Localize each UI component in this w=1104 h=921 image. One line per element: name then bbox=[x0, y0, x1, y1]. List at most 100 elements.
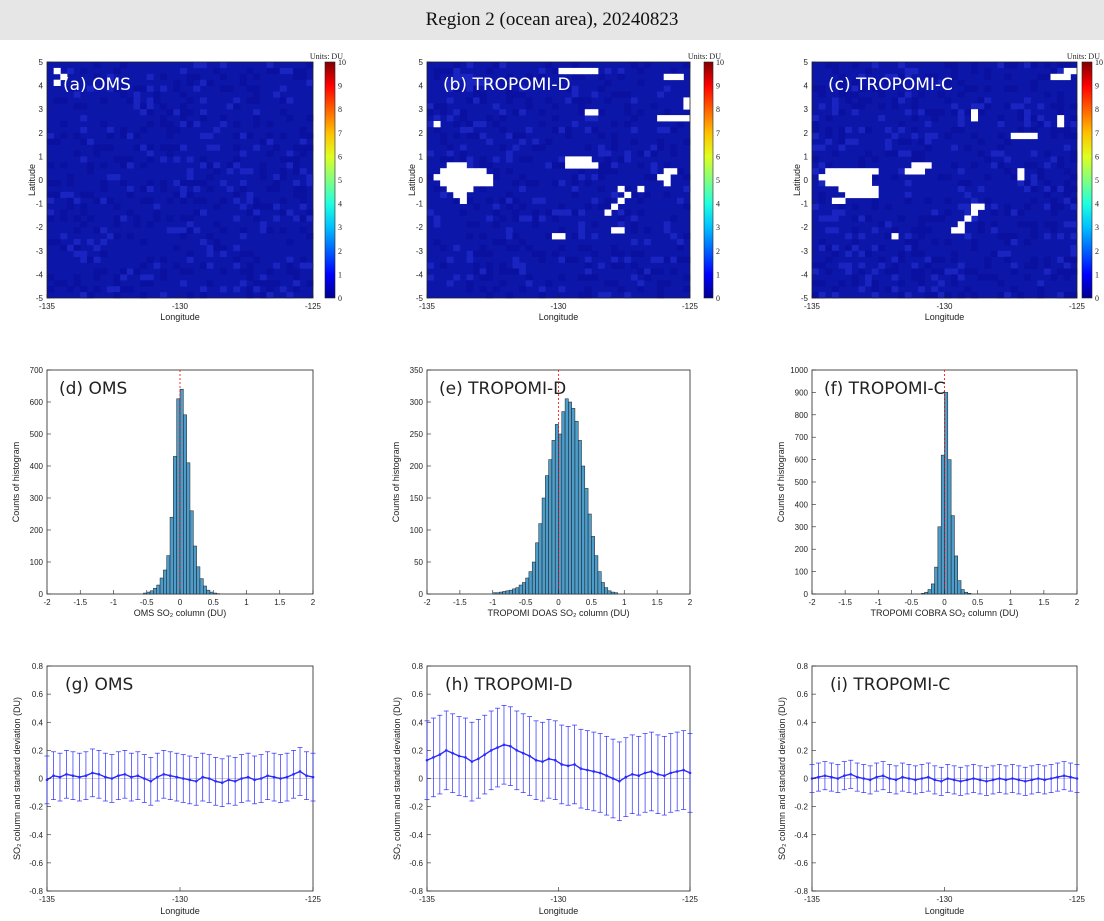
map-pixel bbox=[858, 73, 866, 80]
map-pixel bbox=[133, 103, 141, 110]
map-pixel bbox=[584, 274, 592, 281]
map-pixel bbox=[219, 250, 227, 257]
map-pixel bbox=[1057, 268, 1065, 275]
map-pixel bbox=[650, 162, 658, 169]
map-pixel bbox=[904, 197, 912, 204]
mean-point bbox=[220, 781, 224, 785]
map-pixel bbox=[186, 156, 194, 163]
map-pixel bbox=[286, 292, 294, 299]
map-pixel bbox=[453, 121, 461, 128]
map-pixel bbox=[140, 274, 148, 281]
histogram-bar bbox=[577, 440, 582, 595]
map-pixel bbox=[545, 138, 553, 145]
y-tick-label: 2 bbox=[39, 129, 44, 138]
map-pixel bbox=[951, 250, 959, 257]
x-tick-label: -125 bbox=[682, 895, 699, 904]
map-pixel bbox=[479, 274, 487, 281]
map-pixel bbox=[253, 144, 261, 151]
map-pixel bbox=[186, 191, 194, 198]
map-pixel bbox=[120, 215, 128, 222]
map-pixel bbox=[199, 180, 207, 187]
missing-data-cell bbox=[851, 168, 859, 175]
missing-data-cell bbox=[831, 180, 839, 187]
map-pixel bbox=[512, 79, 520, 86]
map-pixel bbox=[459, 156, 467, 163]
map-pixel bbox=[884, 73, 892, 80]
map-pixel bbox=[825, 115, 833, 122]
map-pixel bbox=[898, 121, 906, 128]
map-pixel bbox=[299, 150, 307, 157]
histogram-bar bbox=[545, 475, 549, 595]
map-pixel bbox=[937, 109, 945, 116]
histogram-bar bbox=[502, 591, 507, 595]
map-pixel bbox=[140, 126, 148, 134]
map-pixel bbox=[466, 274, 474, 281]
map-pixel bbox=[611, 244, 618, 252]
map-pixel bbox=[663, 162, 671, 169]
map-pixel bbox=[219, 62, 227, 69]
map-pixel bbox=[1024, 262, 1031, 269]
map-pixel bbox=[891, 73, 899, 80]
map-pixel bbox=[93, 144, 101, 151]
map-pixel bbox=[1043, 91, 1051, 98]
map-pixel bbox=[466, 126, 474, 134]
map-pixel bbox=[293, 191, 300, 198]
y-tick-label: 0.4 bbox=[412, 718, 424, 727]
map-pixel bbox=[990, 162, 998, 169]
map-pixel bbox=[1037, 103, 1045, 110]
map-pixel bbox=[47, 138, 54, 145]
missing-data-cell bbox=[1010, 132, 1018, 140]
y-tick-label: -0.8 bbox=[29, 887, 43, 896]
map-pixel bbox=[977, 150, 985, 157]
mean-point bbox=[907, 777, 911, 780]
map-pixel bbox=[924, 109, 932, 116]
mean-point bbox=[669, 771, 673, 775]
mean-point bbox=[227, 778, 230, 782]
missing-data-cell bbox=[957, 221, 965, 228]
map-pixel bbox=[1030, 162, 1038, 169]
map-pixel bbox=[997, 250, 1005, 257]
map-pixel bbox=[293, 280, 300, 287]
missing-data-cell bbox=[663, 168, 671, 175]
map-pixel bbox=[643, 239, 651, 246]
map-pixel bbox=[206, 185, 214, 193]
colorbar-tick-label: 2 bbox=[716, 247, 720, 256]
map-pixel bbox=[611, 132, 618, 139]
map-pixel bbox=[931, 286, 939, 293]
x-tick-label: 1.5 bbox=[1038, 598, 1050, 607]
mean-point bbox=[521, 751, 525, 755]
map-pixel bbox=[858, 250, 866, 257]
colorbar-tick-label: 9 bbox=[716, 82, 720, 91]
map-pixel bbox=[492, 221, 500, 228]
mean-point bbox=[611, 777, 615, 780]
y-tick-label: -1 bbox=[801, 200, 809, 209]
map-pixel bbox=[871, 203, 879, 210]
missing-data-cell bbox=[971, 109, 979, 116]
map-pixel bbox=[845, 97, 853, 104]
map-pixel bbox=[266, 185, 274, 193]
mean-point bbox=[97, 772, 101, 776]
map-pixel bbox=[219, 121, 227, 128]
map-pixel bbox=[871, 79, 879, 86]
map-pixel bbox=[126, 209, 134, 216]
map-pixel bbox=[571, 85, 579, 92]
map-pixel bbox=[865, 274, 872, 281]
map-pixel bbox=[597, 109, 605, 116]
map-pixel bbox=[865, 97, 872, 104]
map-pixel bbox=[1070, 103, 1078, 110]
map-pixel bbox=[80, 292, 88, 299]
map-pixel bbox=[186, 73, 194, 80]
map-pixel bbox=[838, 209, 846, 216]
missing-data-cell bbox=[440, 180, 448, 187]
y-tick-label: 0.8 bbox=[32, 662, 44, 671]
map-pixel bbox=[1004, 73, 1012, 80]
map-pixel bbox=[505, 233, 513, 240]
map-pixel bbox=[545, 162, 553, 169]
missing-data-cell bbox=[696, 109, 704, 116]
map-pixel bbox=[937, 256, 945, 263]
map-pixel bbox=[604, 197, 612, 204]
map-pixel bbox=[591, 274, 599, 281]
map-pixel bbox=[512, 180, 520, 187]
map-pixel bbox=[199, 132, 207, 139]
map-pixel bbox=[113, 286, 121, 293]
